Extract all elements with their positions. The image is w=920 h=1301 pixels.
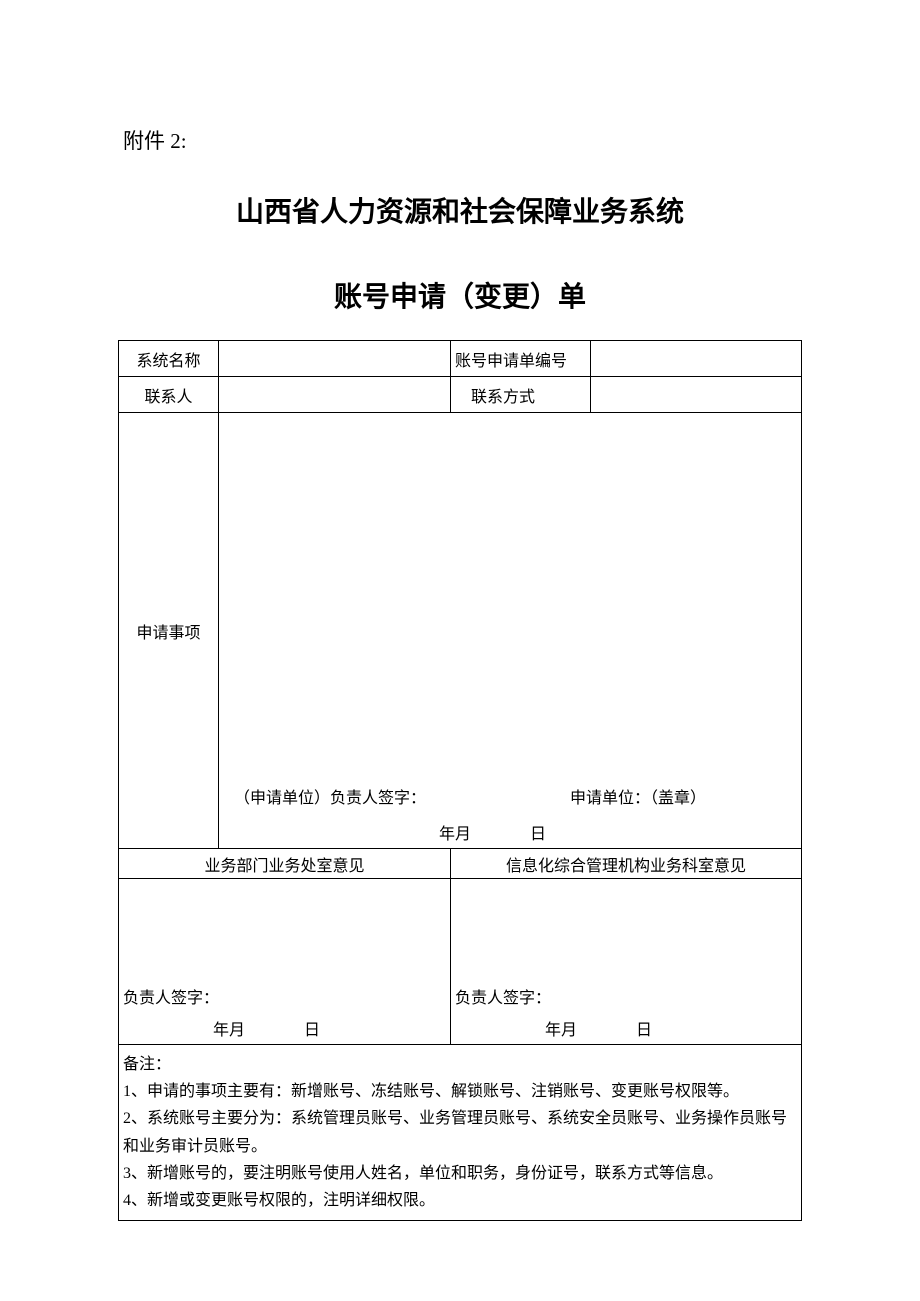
notes-line1: 1、申请的事项主要有：新增账号、冻结账号、解锁账号、注销账号、变更账号权限等。 (123, 1078, 797, 1105)
row-notes: 备注： 1、申请的事项主要有：新增账号、冻结账号、解锁账号、注销账号、变更账号权… (119, 1045, 802, 1221)
title-line-1: 山西省人力资源和社会保障业务系统 (118, 190, 802, 230)
attachment-label: 附件 2: (123, 125, 802, 155)
value-contact-person (219, 377, 451, 413)
info-date: 年月 日 (455, 1016, 797, 1040)
label-contact-person: 联系人 (119, 377, 219, 413)
signature-block: （申请单位）负责人签字： 申请单位：（盖章） (219, 784, 801, 808)
row-apply-matter: 申请事项 （申请单位）负责人签字： 申请单位：（盖章） 年月 日 (119, 413, 802, 849)
notes-cell: 备注： 1、申请的事项主要有：新增账号、冻结账号、解锁账号、注销账号、变更账号权… (119, 1045, 802, 1221)
value-system-name (219, 341, 451, 377)
signature-date-line: 年月 日 (219, 820, 801, 844)
document-page: 附件 2: 山西省人力资源和社会保障业务系统 账号申请（变更）单 系统名称 账号… (0, 0, 920, 1221)
business-sig-label: 负责人签字： (123, 984, 446, 1008)
label-system-name: 系统名称 (119, 341, 219, 377)
notes-line4: 4、新增或变更账号权限的，注明详细权限。 (123, 1187, 797, 1214)
business-date: 年月 日 (123, 1016, 446, 1040)
label-contact-method: 联系方式 (451, 377, 591, 413)
header-business-dept: 业务部门业务处室意见 (119, 849, 451, 879)
application-form-table: 系统名称 账号申请单编号 联系人 联系方式 申请事项 （申请单位）负责人签字： … (118, 340, 802, 1221)
row-opinion-headers: 业务部门业务处室意见 信息化综合管理机构业务科室意见 (119, 849, 802, 879)
notes-line2: 2、系统账号主要分为：系统管理员账号、业务管理员账号、系统安全员账号、业务操作员… (123, 1105, 797, 1159)
row-contact: 联系人 联系方式 (119, 377, 802, 413)
info-day: 日 (636, 1022, 652, 1039)
row-system-name: 系统名称 账号申请单编号 (119, 341, 802, 377)
applicant-unit-label: 申请单位：（盖章） (570, 790, 706, 807)
date-year-month: 年月 (439, 826, 471, 843)
value-app-number (591, 341, 802, 377)
date-day: 日 (530, 826, 546, 843)
responsible-sign-label: （申请单位）负责人签字： (219, 790, 426, 807)
business-day: 日 (304, 1022, 320, 1039)
opinion-business-dept: 负责人签字： 年月 日 (119, 879, 451, 1045)
label-apply-matter: 申请事项 (119, 413, 219, 849)
business-year-month: 年月 (213, 1022, 245, 1039)
info-year-month: 年月 (545, 1022, 577, 1039)
opinion-info-dept: 负责人签字： 年月 日 (451, 879, 802, 1045)
info-sig-label: 负责人签字： (455, 984, 797, 1008)
apply-matter-content: （申请单位）负责人签字： 申请单位：（盖章） 年月 日 (219, 413, 802, 849)
notes-line3: 3、新增账号的，要注明账号使用人姓名，单位和职务，身份证号，联系方式等信息。 (123, 1160, 797, 1187)
header-info-dept: 信息化综合管理机构业务科室意见 (451, 849, 802, 879)
row-opinions: 负责人签字： 年月 日 负责人签字： 年月 日 (119, 879, 802, 1045)
title-line-2: 账号申请（变更）单 (118, 275, 802, 315)
notes-header: 备注： (123, 1051, 797, 1078)
value-contact-method (591, 377, 802, 413)
label-app-number: 账号申请单编号 (451, 341, 591, 377)
notes-content: 备注： 1、申请的事项主要有：新增账号、冻结账号、解锁账号、注销账号、变更账号权… (123, 1051, 797, 1214)
